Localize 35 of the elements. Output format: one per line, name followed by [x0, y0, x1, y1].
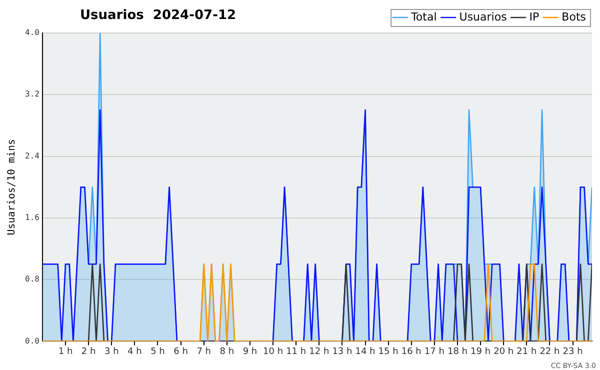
- x-tick-label: 15 h: [378, 346, 398, 357]
- x-tick-label: 20 h: [494, 346, 514, 357]
- x-tick-label: 4 h: [128, 346, 142, 357]
- y-tick-label: 0.8: [24, 274, 40, 284]
- chart-title: Usuarios 2024-07-12: [80, 8, 236, 23]
- x-tick-label: 11 h: [286, 346, 306, 357]
- x-tick-label: 14 h: [355, 346, 376, 357]
- y-tick-label: 1.6: [24, 213, 40, 222]
- x-tick-label: 12 h: [309, 346, 330, 357]
- x-tick-label: 8 h: [220, 346, 234, 357]
- x-tick-label: 2 h: [81, 346, 96, 357]
- x-tick-label: 7 h: [196, 346, 212, 357]
- legend-label: Total: [410, 10, 437, 24]
- y-tick-label: 4.0: [24, 28, 40, 38]
- x-tick-label: 1 h: [58, 346, 73, 357]
- x-tick-label: 3 h: [104, 346, 119, 357]
- legend-label: Usuarios: [459, 10, 508, 24]
- x-tick-label: 9 h: [242, 346, 258, 357]
- y-axis-title: Usuarios/10 mins: [6, 138, 18, 236]
- y-tick-label: 0.0: [24, 336, 40, 346]
- x-tick-label: 5 h: [150, 346, 165, 357]
- x-tick-label: 23 h: [562, 346, 583, 357]
- y-tick-label: 2.4: [24, 151, 40, 160]
- legend-label: Bots: [562, 10, 586, 24]
- x-tick-label: 16 h: [401, 346, 422, 357]
- x-tick-label: 21 h: [516, 346, 537, 357]
- x-tick-label: 19 h: [470, 346, 491, 357]
- x-tick-label: 17 h: [424, 346, 444, 357]
- x-tick-label: 10 h: [263, 346, 284, 357]
- x-tick-label: 22 h: [540, 346, 560, 357]
- legend-label: IP: [529, 10, 540, 24]
- x-tick-label: 6 h: [174, 346, 188, 357]
- y-tick-label: 3.2: [24, 90, 40, 99]
- x-tick-label: 18 h: [447, 346, 468, 357]
- x-tick-label: 13 h: [332, 346, 352, 357]
